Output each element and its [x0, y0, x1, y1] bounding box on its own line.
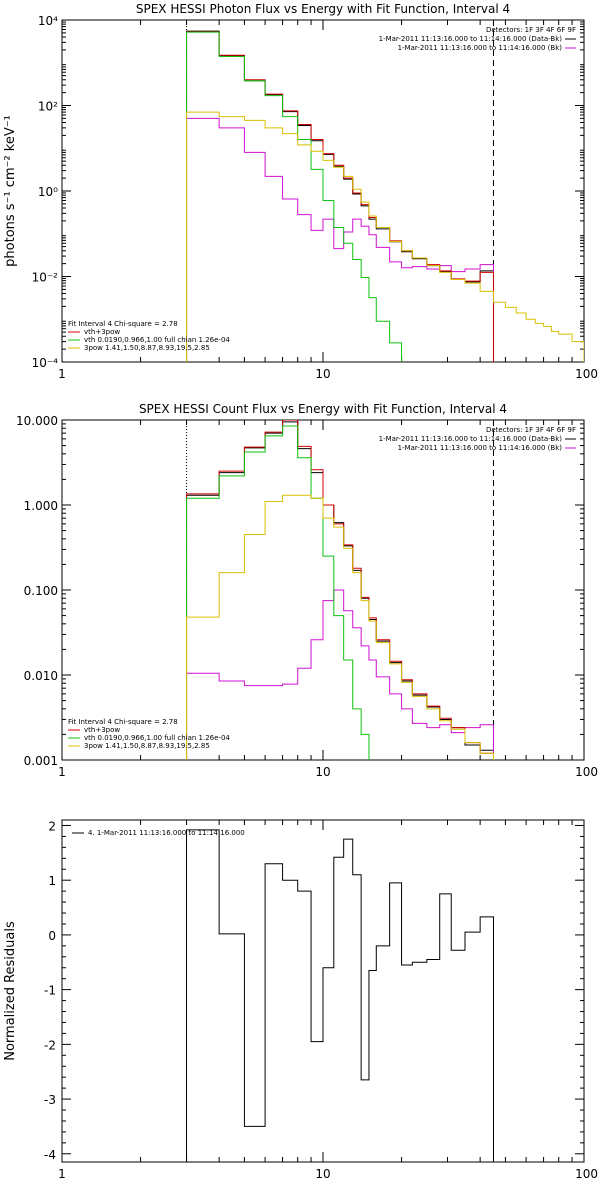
y-axis-label: Normalized Residuals — [3, 921, 18, 1061]
y-tick-label: -2 — [44, 1038, 56, 1052]
legend-entry: vth 0.0190,0.966,1.00 full chian 1.26e-0… — [84, 336, 230, 344]
legend-entry: 4. 1-Mar-2011 11:13:16.000 to 11:14:16.0… — [88, 829, 245, 837]
y-tick-label: 10.000 — [16, 414, 58, 428]
y-axis-label: photons s⁻¹ cm⁻² keV⁻¹ — [3, 115, 18, 267]
x-tick-label: 100 — [575, 1167, 598, 1181]
series-line-4 — [186, 31, 494, 362]
detectors-text: Detectors: 1F 3F 4F 6F 9F — [486, 26, 576, 34]
y-tick-label: 10⁻² — [32, 271, 59, 285]
x-tick-label: 10 — [315, 765, 330, 779]
series-line-1 — [186, 421, 494, 760]
x-tick-label: 100 — [575, 765, 598, 779]
detectors-text: Detectors: 1F 3F 4F 6F 9F — [486, 426, 576, 434]
x-tick-label: 1 — [58, 1167, 66, 1181]
bk-interval-text: 1-Mar-2011 11:13:16.000 to 11:14:16.000 … — [398, 444, 563, 452]
y-tick-label: 10⁴ — [38, 14, 58, 28]
y-tick-label: -4 — [44, 1148, 56, 1162]
legend-entry: vth 0.0190,0.966,1.00 full chian 1.26e-0… — [84, 734, 230, 742]
series-line-2 — [186, 589, 494, 760]
y-tick-label: 10⁻⁴ — [32, 356, 59, 370]
legend-entry: 3pow 1.41,1.50,8.87,8.93,19.5,2.85 — [84, 742, 210, 750]
legend-entry: 3pow 1.41,1.50,8.87,8.93,19.5,2.85 — [84, 344, 210, 352]
legend-entry: vth+3pow — [84, 328, 120, 336]
data-interval-text: 1-Mar-2011 11:13:16.000 to 11:14:16.000 … — [379, 35, 563, 43]
y-tick-label: -3 — [44, 1093, 56, 1107]
y-tick-label: 10⁰ — [38, 185, 58, 199]
chart-title: SPEX HESSI Count Flux vs Energy with Fit… — [139, 402, 507, 416]
bk-interval-text: 1-Mar-2011 11:13:16.000 to 11:14:16.000 … — [398, 44, 563, 52]
series-line-1 — [186, 829, 494, 1162]
series-line-4 — [186, 425, 494, 760]
y-tick-label: -1 — [44, 984, 56, 998]
y-tick-label: 1 — [48, 874, 56, 888]
x-tick-label: 100 — [575, 367, 598, 381]
series-line-2 — [186, 117, 494, 362]
x-tick-label: 1 — [58, 765, 66, 779]
x-tick-label: 10 — [315, 367, 330, 381]
chart-title: SPEX HESSI Photon Flux vs Energy with Fi… — [136, 2, 510, 16]
y-tick-label: 1.000 — [24, 499, 58, 513]
fit-chisq-text: Fit Interval 4 Chi-square = 2.78 — [68, 718, 178, 726]
series-line-1 — [186, 30, 494, 362]
data-interval-text: 1-Mar-2011 11:13:16.000 to 11:14:16.000 … — [379, 435, 563, 443]
legend-entry: vth+3pow — [84, 726, 120, 734]
x-tick-label: 10 — [315, 1167, 330, 1181]
series-line-3 — [186, 31, 494, 362]
chart-panel-1: SPEX HESSI Photon Flux vs Energy with Fi… — [3, 2, 598, 381]
y-tick-label: 10² — [38, 100, 58, 114]
y-tick-label: 0.001 — [24, 754, 58, 768]
series-line-5 — [186, 111, 584, 362]
fit-chisq-text: Fit Interval 4 Chi-square = 2.78 — [68, 320, 178, 328]
x-tick-label: 1 — [58, 367, 66, 381]
chart-panel-2: SPEX HESSI Count Flux vs Energy with Fit… — [16, 402, 598, 779]
y-tick-label: 0.100 — [24, 584, 58, 598]
series-line-5 — [186, 494, 494, 760]
y-tick-label: 0 — [48, 929, 56, 943]
y-tick-label: 0.010 — [24, 669, 58, 683]
y-tick-label: 2 — [48, 819, 56, 833]
